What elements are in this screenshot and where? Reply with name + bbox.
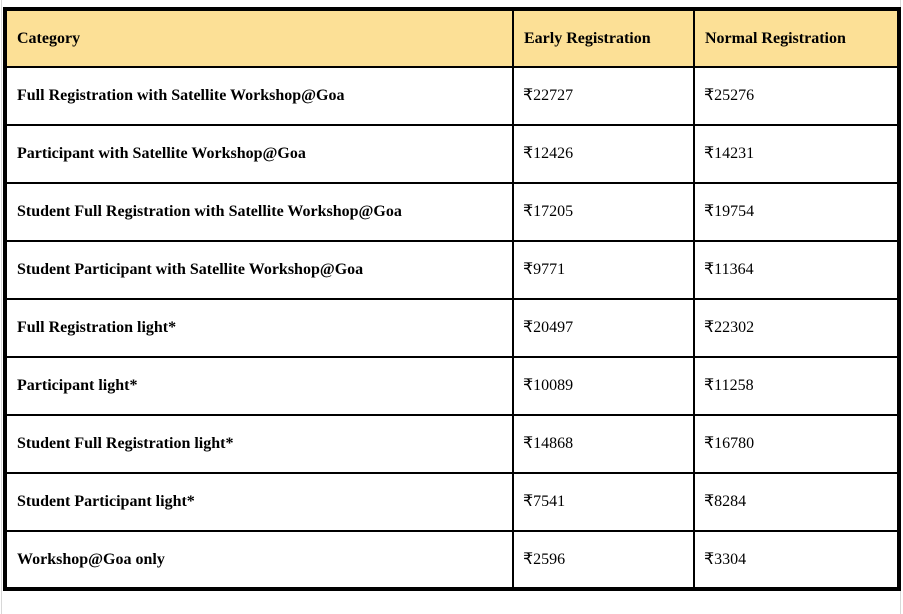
table-row: Workshop@Goa only ₹2596 ₹3304 xyxy=(4,530,900,590)
table-row: Student Participant light* ₹7541 ₹8284 xyxy=(4,472,900,532)
early-registration-cell: ₹17205 xyxy=(512,182,695,242)
early-registration-cell: ₹9771 xyxy=(512,240,695,300)
normal-registration-cell: ₹16780 xyxy=(693,414,900,474)
normal-registration-cell: ₹8284 xyxy=(693,472,900,532)
category-cell: Participant with Satellite Workshop@Goa xyxy=(4,124,514,184)
normal-registration-cell: ₹25276 xyxy=(693,66,900,126)
normal-registration-cell: ₹3304 xyxy=(693,530,900,590)
column-header-early-registration: Early Registration xyxy=(512,8,695,68)
early-registration-cell: ₹20497 xyxy=(512,298,695,358)
early-registration-cell: ₹2596 xyxy=(512,530,695,590)
category-cell: Workshop@Goa only xyxy=(4,530,514,590)
normal-registration-cell: ₹19754 xyxy=(693,182,900,242)
early-registration-cell: ₹22727 xyxy=(512,66,695,126)
column-header-category: Category xyxy=(4,8,514,68)
header-row: Category Early Registration Normal Regis… xyxy=(4,8,900,68)
registration-fee-table: Category Early Registration Normal Regis… xyxy=(3,7,901,591)
table-row: Student Participant with Satellite Works… xyxy=(4,240,900,300)
category-cell: Participant light* xyxy=(4,356,514,416)
category-cell: Student Participant with Satellite Works… xyxy=(4,240,514,300)
early-registration-cell: ₹10089 xyxy=(512,356,695,416)
early-registration-cell: ₹12426 xyxy=(512,124,695,184)
category-cell: Full Registration with Satellite Worksho… xyxy=(4,66,514,126)
category-cell: Student Full Registration with Satellite… xyxy=(4,182,514,242)
table-row: Student Full Registration with Satellite… xyxy=(4,182,900,242)
table-row: Participant with Satellite Workshop@Goa … xyxy=(4,124,900,184)
table-row: Student Full Registration light* ₹14868 … xyxy=(4,414,900,474)
category-cell: Full Registration light* xyxy=(4,298,514,358)
category-cell: Student Full Registration light* xyxy=(4,414,514,474)
normal-registration-cell: ₹11258 xyxy=(693,356,900,416)
normal-registration-cell: ₹14231 xyxy=(693,124,900,184)
table-row: Participant light* ₹10089 ₹11258 xyxy=(4,356,900,416)
table-row: Full Registration light* ₹20497 ₹22302 xyxy=(4,298,900,358)
early-registration-cell: ₹7541 xyxy=(512,472,695,532)
early-registration-cell: ₹14868 xyxy=(512,414,695,474)
category-cell: Student Participant light* xyxy=(4,472,514,532)
column-header-normal-registration: Normal Registration xyxy=(693,8,900,68)
normal-registration-cell: ₹11364 xyxy=(693,240,900,300)
normal-registration-cell: ₹22302 xyxy=(693,298,900,358)
table-row: Full Registration with Satellite Worksho… xyxy=(4,66,900,126)
gridline-artifact-left xyxy=(1,0,2,614)
